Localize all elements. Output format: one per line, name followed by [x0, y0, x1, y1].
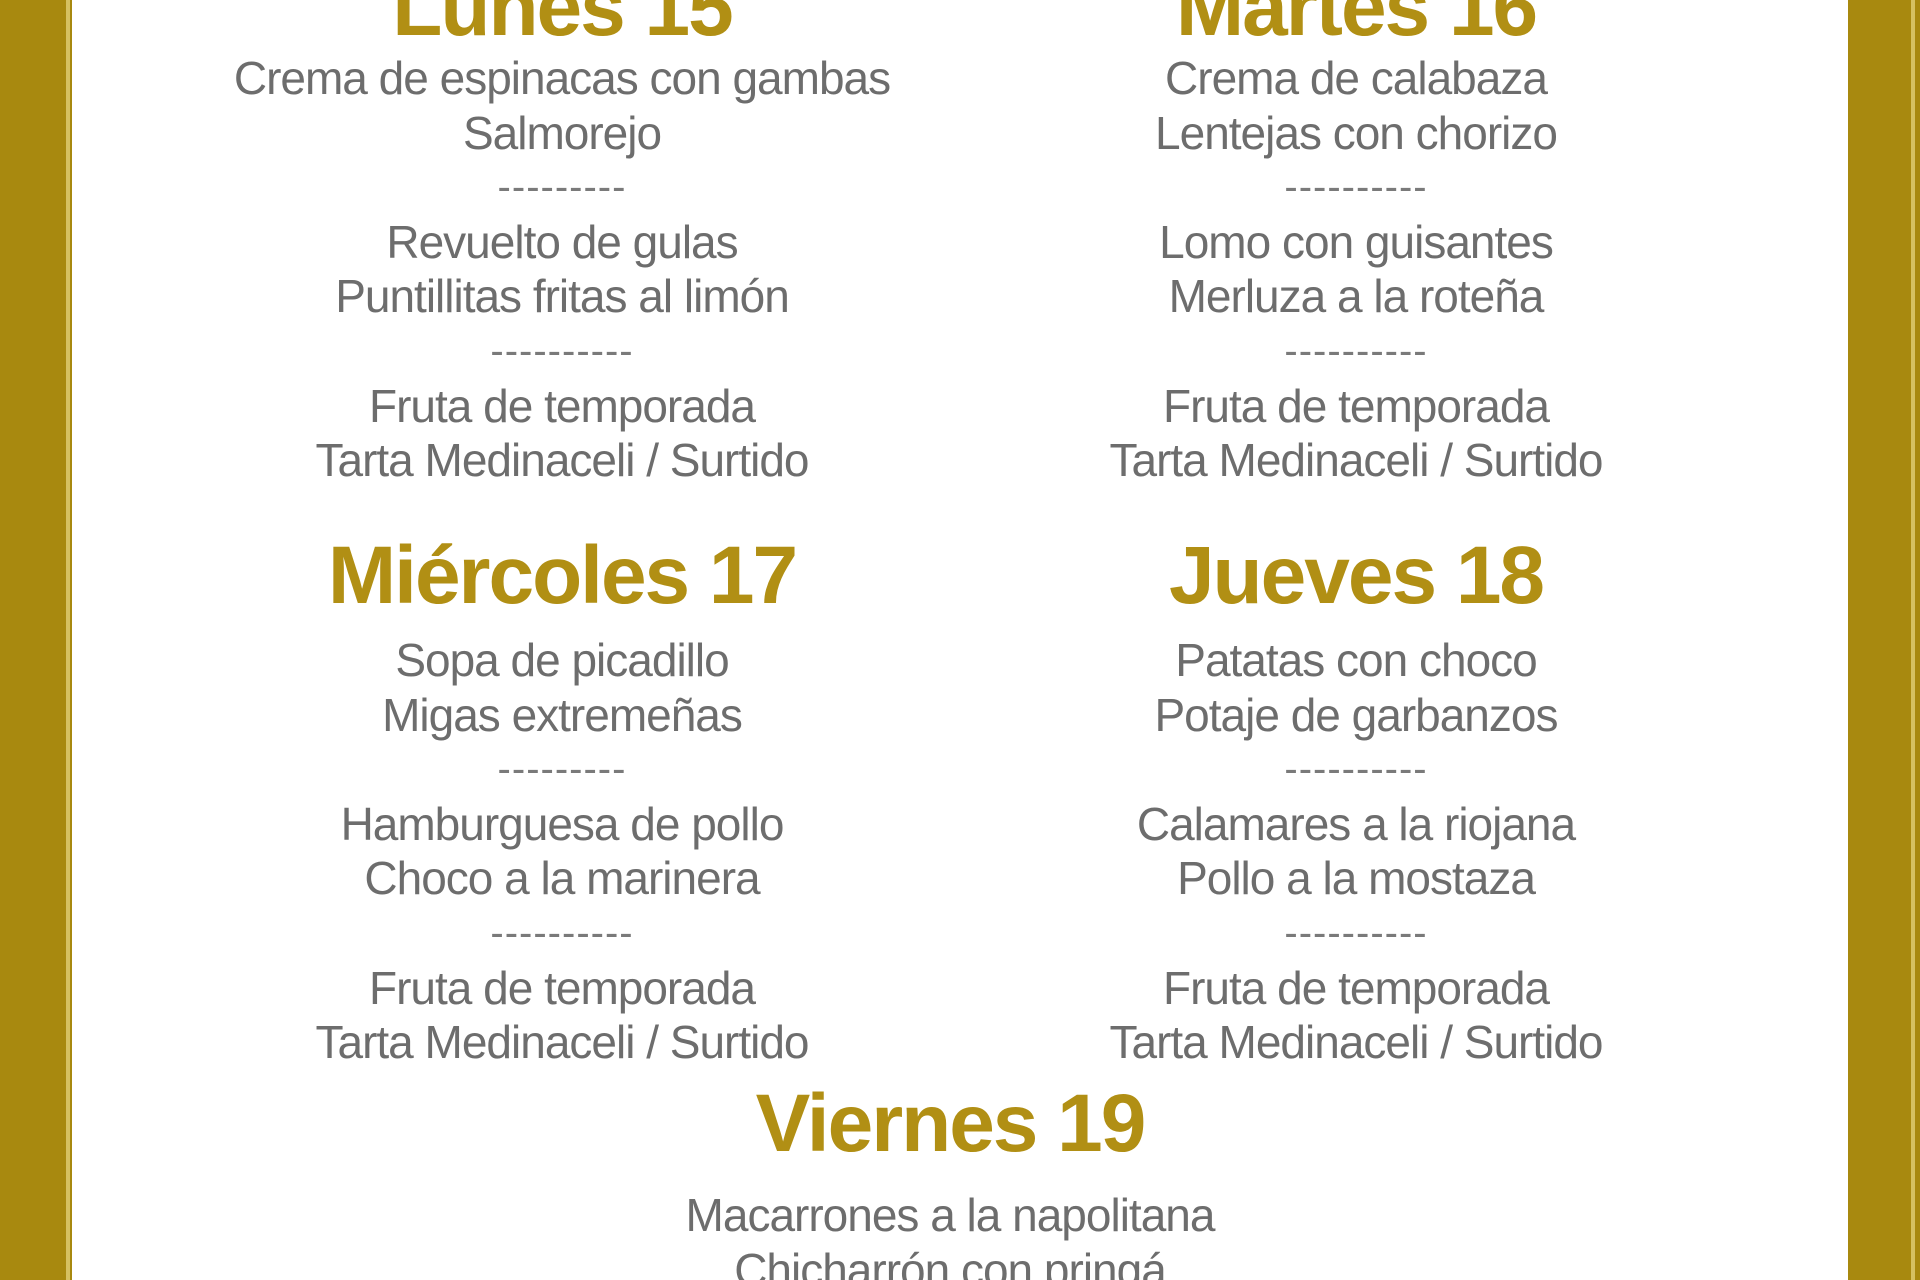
day-lines-miercoles: Sopa de picadillo Migas extremeñas -----… [112, 633, 1012, 1070]
day-title-miercoles: Miércoles 17 [327, 530, 798, 621]
menu-item: Pollo a la mostaza [1177, 852, 1536, 905]
menu-item: Hamburguesa de pollo [340, 797, 785, 850]
separator-dashes: --------- [497, 165, 627, 210]
menu-item: Fruta de temporada [1162, 379, 1550, 432]
menu-item: Potaje de garbanzos [1154, 688, 1559, 741]
separator-dashes: ---------- [1284, 165, 1428, 210]
right-border-stripe [1911, 0, 1915, 1280]
menu-item: Crema de calabaza [1165, 52, 1548, 104]
day-title-lunes: Lunes 15 [392, 0, 733, 53]
menu-item: Fruta de temporada [368, 379, 756, 432]
menu-item: Tarta Medinaceli / Surtido [1109, 434, 1603, 487]
right-border-bar [1848, 0, 1920, 1280]
separator-dashes: --------- [497, 747, 627, 792]
menu-item: Chicharrón con pringá [734, 1243, 1167, 1280]
left-border-stripe [66, 0, 70, 1280]
menu-item: Fruta de temporada [1162, 961, 1550, 1014]
menu-item: Lentejas con chorizo [1155, 106, 1558, 159]
day-lines-jueves: Patatas con choco Potaje de garbanzos --… [906, 633, 1806, 1070]
left-border-bar [0, 0, 72, 1280]
menu-item: Revuelto de gulas [386, 215, 738, 268]
day-lines-martes: Crema de calabaza Lentejas con chorizo -… [906, 51, 1806, 488]
menu-item: Sopa de picadillo [395, 634, 729, 686]
separator-dashes: ---------- [490, 910, 634, 955]
day-title-jueves: Jueves 18 [1168, 530, 1545, 621]
day-title-martes: Martes 16 [1175, 0, 1538, 53]
menu-item: Crema de espinacas con gambas [233, 52, 891, 104]
menu-item: Migas extremeñas [382, 688, 743, 741]
menu-item: Tarta Medinaceli / Surtido [315, 434, 809, 487]
menu-item: Calamares a la riojana [1136, 797, 1576, 850]
menu-item: Puntillitas fritas al limón [335, 270, 790, 323]
menu-item: Merluza a la roteña [1168, 270, 1545, 323]
day-title-viernes: Viernes 19 [755, 1078, 1147, 1169]
menu-item: Fruta de temporada [368, 961, 756, 1014]
day-lines-viernes: Macarrones a la napolitana Chicharrón co… [500, 1188, 1400, 1280]
menu-item: Macarrones a la napolitana [685, 1189, 1216, 1241]
separator-dashes: ---------- [1284, 910, 1428, 955]
menu-item: Salmorejo [462, 106, 662, 159]
separator-dashes: ---------- [1284, 747, 1428, 792]
menu-item: Lomo con guisantes [1159, 215, 1554, 268]
menu-item: Patatas con choco [1175, 634, 1537, 686]
menu-item: Choco a la marinera [364, 852, 760, 905]
menu-item: Tarta Medinaceli / Surtido [315, 1016, 809, 1069]
separator-dashes: ---------- [1284, 328, 1428, 373]
separator-dashes: ---------- [490, 328, 634, 373]
day-lines-lunes: Crema de espinacas con gambas Salmorejo … [112, 51, 1012, 488]
menu-item: Tarta Medinaceli / Surtido [1109, 1016, 1603, 1069]
